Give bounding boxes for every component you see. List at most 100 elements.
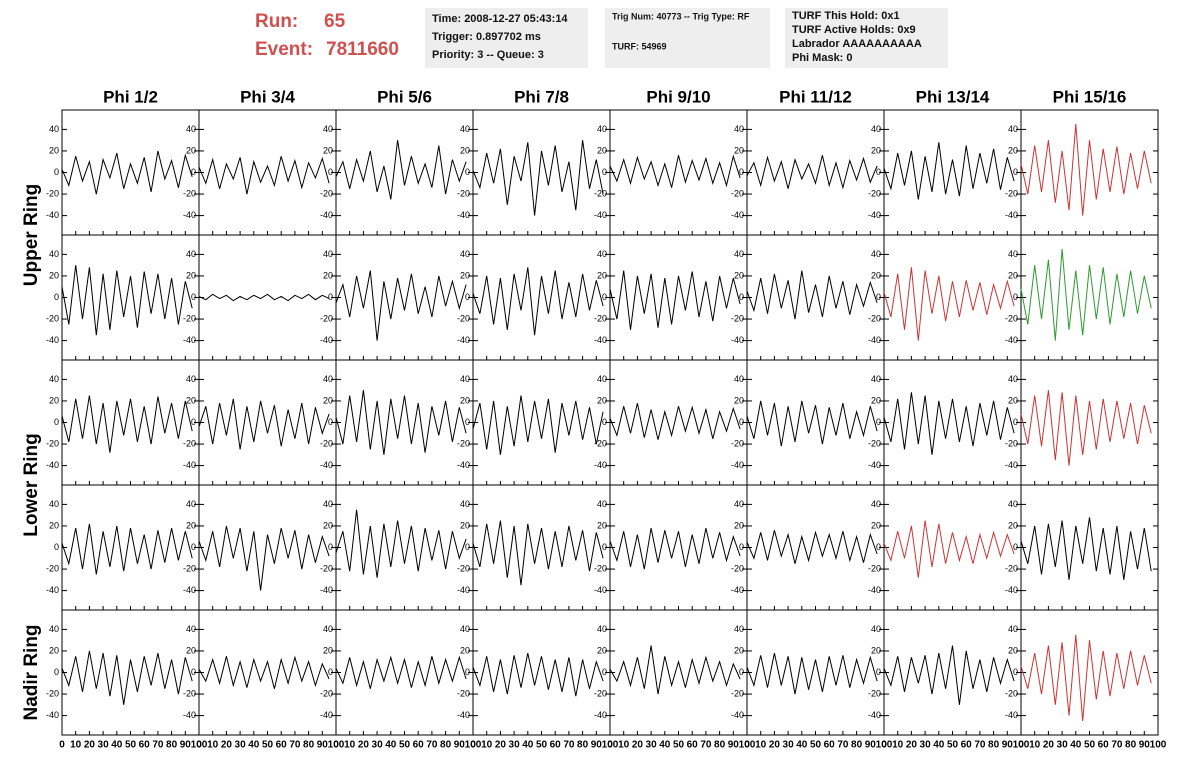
waveform (883, 392, 1015, 455)
x-tick-label: 80 (988, 740, 1000, 751)
y-tick-label: -20 (594, 563, 607, 573)
waveform (746, 652, 878, 695)
x-tick-label: 100 (876, 740, 893, 751)
y-tick-label: 20 (1008, 270, 1018, 280)
y-tick-label: 20 (186, 520, 196, 530)
y-tick-label: -40 (183, 210, 196, 220)
y-tick-label: 20 (1008, 395, 1018, 405)
event-number: 7811660 (326, 39, 399, 60)
y-tick-label: 0 (191, 542, 196, 552)
y-tick-label: 40 (323, 124, 333, 134)
panel-frame (883, 484, 1022, 611)
x-tick-label: 100 (739, 740, 756, 751)
y-tick-label: 40 (734, 624, 744, 634)
y-tick-label: 20 (460, 645, 470, 655)
x-tick-label: 90 (728, 740, 740, 751)
y-tick-label: -20 (868, 688, 881, 698)
row-label: Lower Ring (21, 433, 42, 536)
y-tick-label: 0 (1013, 542, 1018, 552)
column-title: Phi 5/6 (377, 87, 432, 106)
x-tick-label: 10 (344, 740, 356, 751)
waveform (472, 652, 604, 697)
panel-frame (61, 234, 200, 361)
y-tick-label: 40 (597, 249, 607, 259)
y-tick-label: 40 (1008, 374, 1018, 384)
x-tick-label: 20 (358, 740, 370, 751)
y-tick-label: -40 (731, 460, 744, 470)
row-label: Nadir Ring (21, 624, 42, 720)
y-tick-label: -40 (731, 335, 744, 345)
x-tick-label: 0 (1018, 740, 1024, 751)
y-tick-label: 20 (460, 520, 470, 530)
waveform (335, 655, 467, 689)
panel-frame (883, 359, 1022, 486)
y-tick-label: -20 (183, 438, 196, 448)
y-tick-label: 40 (871, 499, 881, 509)
y-tick-label: 0 (191, 667, 196, 677)
panel-frame (61, 484, 200, 611)
y-tick-label: 40 (186, 374, 196, 384)
y-tick-label: 40 (49, 499, 59, 509)
y-tick-label: 0 (328, 167, 333, 177)
x-tick-label: 0 (196, 740, 202, 751)
y-tick-label: 40 (186, 624, 196, 634)
x-tick-label: 20 (1043, 740, 1055, 751)
y-tick-label: 0 (54, 167, 59, 177)
y-tick-label: 0 (191, 292, 196, 302)
y-tick-label: 0 (1013, 292, 1018, 302)
waveform (883, 645, 1015, 705)
y-tick-label: 40 (49, 624, 59, 634)
y-tick-label: 0 (876, 667, 881, 677)
column-title: Phi 1/2 (103, 87, 158, 106)
y-tick-label: -20 (868, 438, 881, 448)
x-tick-label: 10 (207, 740, 219, 751)
waveform (335, 270, 467, 341)
y-tick-label: 20 (323, 270, 333, 280)
x-tick-label: 20 (221, 740, 233, 751)
x-tick-label: 50 (673, 740, 685, 751)
info-line: TURF Active Holds: 0x9 (792, 24, 916, 36)
x-tick-label: 20 (906, 740, 918, 751)
x-tick-label: 20 (495, 740, 507, 751)
y-tick-label: 0 (876, 167, 881, 177)
x-tick-label: 10 (618, 740, 630, 751)
y-tick-label: -40 (594, 460, 607, 470)
waveform (883, 520, 1015, 578)
y-tick-label: 0 (1013, 167, 1018, 177)
panel-frame (61, 609, 200, 736)
y-tick-label: -20 (731, 188, 744, 198)
y-tick-label: 40 (49, 374, 59, 384)
y-tick-label: -40 (1005, 585, 1018, 595)
y-tick-label: -20 (46, 188, 59, 198)
y-tick-label: -40 (731, 210, 744, 220)
y-tick-label: 20 (734, 520, 744, 530)
y-tick-label: -20 (183, 313, 196, 323)
waveform (61, 395, 193, 453)
y-tick-label: 40 (734, 499, 744, 509)
y-tick-label: -40 (457, 460, 470, 470)
y-tick-label: -40 (46, 585, 59, 595)
waveform (198, 655, 330, 689)
panel-frame (609, 109, 748, 236)
y-tick-label: 20 (323, 520, 333, 530)
y-tick-label: -40 (594, 210, 607, 220)
waveform (472, 395, 604, 455)
x-tick-label: 60 (276, 740, 288, 751)
waveform (746, 530, 878, 564)
y-tick-label: 0 (739, 417, 744, 427)
y-tick-label: -40 (183, 585, 196, 595)
y-tick-label: 40 (597, 499, 607, 509)
y-tick-label: -40 (868, 585, 881, 595)
y-tick-label: 20 (186, 145, 196, 155)
x-tick-label: 70 (426, 740, 438, 751)
x-tick-label: 50 (399, 740, 411, 751)
panel-frame (1020, 484, 1159, 611)
x-tick-label: 80 (714, 740, 726, 751)
info-line: Time: 2008-12-27 05:43:14 (432, 13, 568, 25)
panel-frame (746, 609, 885, 736)
y-tick-label: 0 (328, 667, 333, 677)
waveform (1020, 634, 1152, 722)
panel-frame (1020, 609, 1159, 736)
y-tick-label: -40 (457, 335, 470, 345)
y-tick-label: -20 (868, 313, 881, 323)
